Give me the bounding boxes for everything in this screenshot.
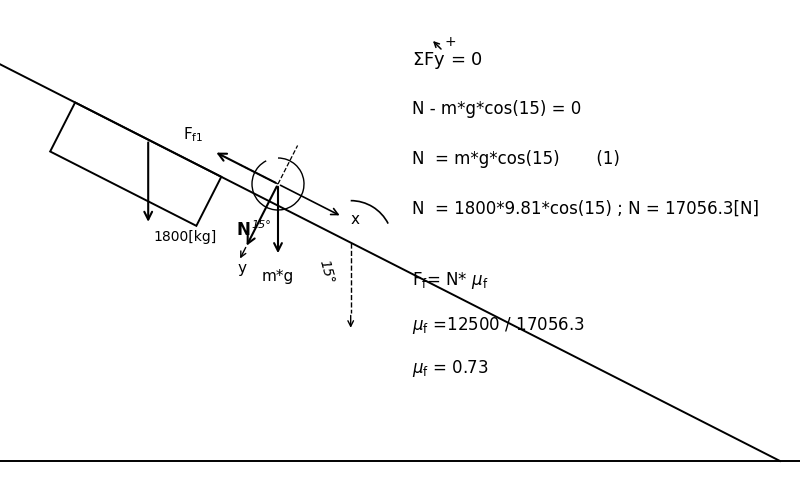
Text: $\mu_{\mathregular{f}}$ =12500 / 17056.3: $\mu_{\mathregular{f}}$ =12500 / 17056.3: [412, 314, 585, 335]
Text: N  = 1800*9.81*cos(15) ; N = 17056.3[N]: N = 1800*9.81*cos(15) ; N = 17056.3[N]: [412, 200, 759, 218]
Text: N  = m*g*cos(15)       (1): N = m*g*cos(15) (1): [412, 150, 620, 168]
Text: F$_{\mathregular{f}}$= N* $\mu_{\mathregular{f}}$: F$_{\mathregular{f}}$= N* $\mu_{\mathreg…: [412, 269, 489, 290]
Text: x: x: [350, 212, 359, 227]
Text: $\mu_{\mathregular{f}}$ = 0.73: $\mu_{\mathregular{f}}$ = 0.73: [412, 357, 488, 378]
Text: $\Sigma$Fy = 0: $\Sigma$Fy = 0: [412, 50, 483, 71]
Text: y: y: [238, 261, 246, 275]
Text: N - m*g*cos(15) = 0: N - m*g*cos(15) = 0: [412, 100, 582, 118]
Text: $\mathregular{F_{f1}}$: $\mathregular{F_{f1}}$: [183, 125, 204, 144]
Text: m*g: m*g: [262, 268, 294, 284]
Text: N: N: [237, 221, 250, 239]
Text: +: +: [445, 35, 457, 49]
Text: 1800[kg]: 1800[kg]: [154, 229, 217, 243]
Text: 15°: 15°: [252, 220, 271, 229]
Text: 15°: 15°: [317, 257, 337, 285]
